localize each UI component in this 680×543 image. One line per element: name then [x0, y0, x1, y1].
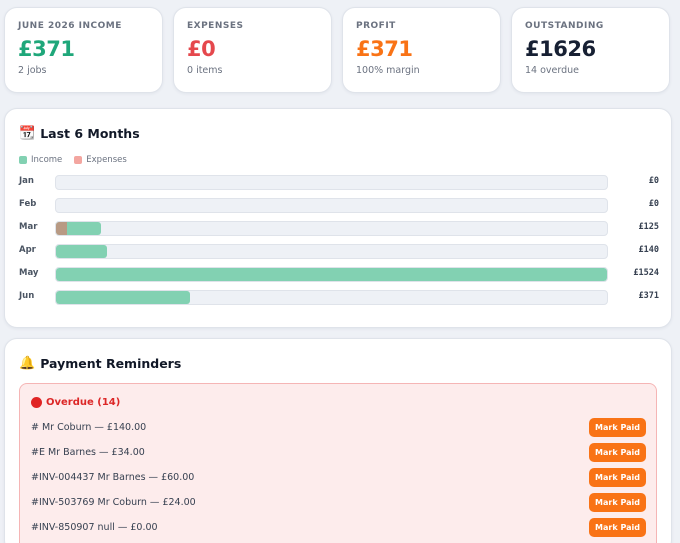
stat-sub: 2 jobs — [18, 65, 47, 76]
card-title-text: Payment Reminders — [40, 356, 182, 371]
bar-row-feb: Feb £0 — [19, 197, 659, 213]
expense-bar — [56, 222, 67, 235]
reminder-text: #INV-503769 Mr Coburn — £24.00 — [31, 497, 196, 508]
bar-amount: £0 — [648, 176, 659, 186]
bar-track — [55, 221, 608, 236]
legend-swatch — [74, 156, 83, 164]
bar-amount: £0 — [648, 199, 659, 209]
stat-sub: 0 items — [187, 65, 223, 76]
bar-track — [55, 198, 608, 213]
mark-paid-button[interactable]: Mark Paid — [589, 518, 646, 537]
last-6-months-card: 📆 Last 6 Months Income Expenses Jan £0 F… — [4, 108, 672, 328]
stats-row: June 2026 Income £371 2 jobs Expenses £0… — [4, 7, 672, 93]
stat-label: June 2026 Income — [18, 21, 122, 31]
red-circle-icon — [31, 397, 42, 408]
mark-paid-button[interactable]: Mark Paid — [589, 493, 646, 512]
legend-swatch — [19, 156, 27, 164]
reminder-text: #INV-850907 null — £0.00 — [31, 522, 158, 533]
card-title: 📆 Last 6 Months — [19, 126, 140, 141]
reminder-text: # Mr Coburn — £140.00 — [31, 422, 147, 433]
stat-value: £0 — [187, 37, 216, 61]
month-label: Apr — [19, 245, 36, 255]
legend-label: Expenses — [86, 155, 127, 165]
reminder-row: # Mr Coburn — £140.00 Mark Paid — [31, 418, 646, 438]
month-label: Mar — [19, 222, 38, 232]
stat-label: Expenses — [187, 21, 244, 31]
bar-row-mar: Mar £125 — [19, 220, 659, 236]
reminder-row: #INV-503769 Mr Coburn — £24.00 Mark Paid — [31, 493, 646, 513]
income-bar — [56, 245, 107, 258]
income-bar — [56, 268, 607, 281]
stat-card-profit: Profit £371 100% margin — [342, 7, 501, 93]
reminder-row: #INV-850907 null — £0.00 Mark Paid — [31, 518, 646, 538]
stat-label: Outstanding — [525, 21, 604, 31]
legend-label: Income — [31, 155, 63, 165]
mark-paid-button[interactable]: Mark Paid — [589, 468, 646, 487]
stat-sub: 100% margin — [356, 65, 420, 76]
bar-track — [55, 290, 608, 305]
bell-icon: 🔔 — [19, 356, 36, 371]
overdue-heading: Overdue (14) — [31, 397, 120, 408]
income-bar — [56, 291, 191, 304]
chart-legend: Income Expenses — [19, 155, 139, 165]
overdue-label: Overdue (14) — [46, 397, 121, 408]
stat-value: £1626 — [525, 37, 596, 61]
mark-paid-button[interactable]: Mark Paid — [589, 418, 646, 437]
stat-card-income: June 2026 Income £371 2 jobs — [4, 7, 163, 93]
bar-row-may: May £1524 — [19, 266, 659, 282]
bar-track — [55, 267, 608, 282]
overdue-section: Overdue (14) # Mr Coburn — £140.00 Mark … — [19, 383, 657, 543]
stat-card-outstanding: Outstanding £1626 14 overdue — [511, 7, 670, 93]
legend-expenses: Expenses — [74, 155, 127, 165]
bar-amount: £140 — [638, 245, 659, 255]
card-title-text: Last 6 Months — [40, 126, 140, 141]
mark-paid-button[interactable]: Mark Paid — [589, 443, 646, 462]
bar-row-jun: Jun £371 — [19, 289, 659, 305]
payment-reminders-card: 🔔 Payment Reminders Overdue (14) # Mr Co… — [4, 338, 672, 543]
legend-income: Income — [19, 155, 62, 165]
reminder-text: #INV-004437 Mr Barnes — £60.00 — [31, 472, 195, 483]
calendar-icon: 📆 — [19, 126, 36, 141]
income-bar — [56, 222, 102, 235]
month-label: May — [19, 268, 39, 278]
bar-amount: £1524 — [633, 268, 659, 278]
month-label: Jun — [19, 291, 35, 301]
bar-row-apr: Apr £140 — [19, 243, 659, 259]
bar-row-jan: Jan £0 — [19, 174, 659, 190]
stat-card-expenses: Expenses £0 0 items — [173, 7, 332, 93]
stat-label: Profit — [356, 21, 396, 31]
stat-sub: 14 overdue — [525, 65, 580, 76]
reminder-text: #E Mr Barnes — £34.00 — [31, 447, 145, 458]
month-label: Jan — [19, 176, 34, 186]
bar-track — [55, 175, 608, 190]
bar-amount: £125 — [638, 222, 659, 232]
stat-value: £371 — [18, 37, 75, 61]
reminder-row: #INV-004437 Mr Barnes — £60.00 Mark Paid — [31, 468, 646, 488]
stat-value: £371 — [356, 37, 413, 61]
month-label: Feb — [19, 199, 37, 209]
reminder-row: #E Mr Barnes — £34.00 Mark Paid — [31, 443, 646, 463]
bar-track — [55, 244, 608, 259]
card-title: 🔔 Payment Reminders — [19, 356, 181, 371]
bar-amount: £371 — [638, 291, 659, 301]
